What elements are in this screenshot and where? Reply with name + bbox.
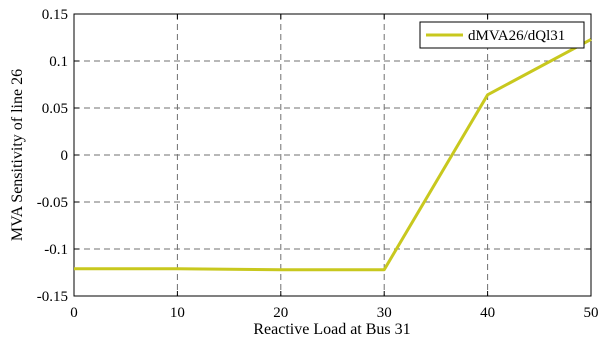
series-group bbox=[74, 38, 592, 272]
x-tick-label: 30 bbox=[377, 305, 392, 321]
grid-lines bbox=[74, 14, 591, 296]
y-tick-labels: -0.15 -0.1 -0.05 0 0.05 0.1 0.15 bbox=[37, 7, 68, 305]
x-tick-label: 10 bbox=[170, 305, 185, 321]
x-axis-title: Reactive Load at Bus 31 bbox=[253, 321, 410, 338]
legend-label: dMVA26/dQl31 bbox=[468, 28, 565, 44]
legend: dMVA26/dQl31 bbox=[419, 21, 585, 49]
y-tick-label: 0.1 bbox=[49, 54, 68, 70]
y-tick-label: -0.05 bbox=[37, 195, 68, 211]
axis-ticks bbox=[73, 13, 592, 297]
x-tick-label: 50 bbox=[584, 305, 599, 321]
y-tick-label: 0.05 bbox=[42, 101, 68, 117]
x-tick-label: 20 bbox=[273, 305, 288, 321]
y-tick-label: -0.15 bbox=[37, 289, 68, 305]
y-tick-label: 0 bbox=[61, 148, 69, 164]
x-tick-label: 40 bbox=[480, 305, 495, 321]
y-tick-label: 0.15 bbox=[42, 7, 68, 23]
x-tick-labels: 0 10 20 30 40 50 bbox=[70, 305, 598, 321]
plot-background bbox=[74, 14, 591, 296]
y-tick-label: -0.1 bbox=[44, 242, 68, 258]
series-line bbox=[74, 38, 592, 272]
x-tick-label: 0 bbox=[70, 305, 78, 321]
y-axis-title: MVA Sensitivity of line 26 bbox=[9, 69, 26, 241]
